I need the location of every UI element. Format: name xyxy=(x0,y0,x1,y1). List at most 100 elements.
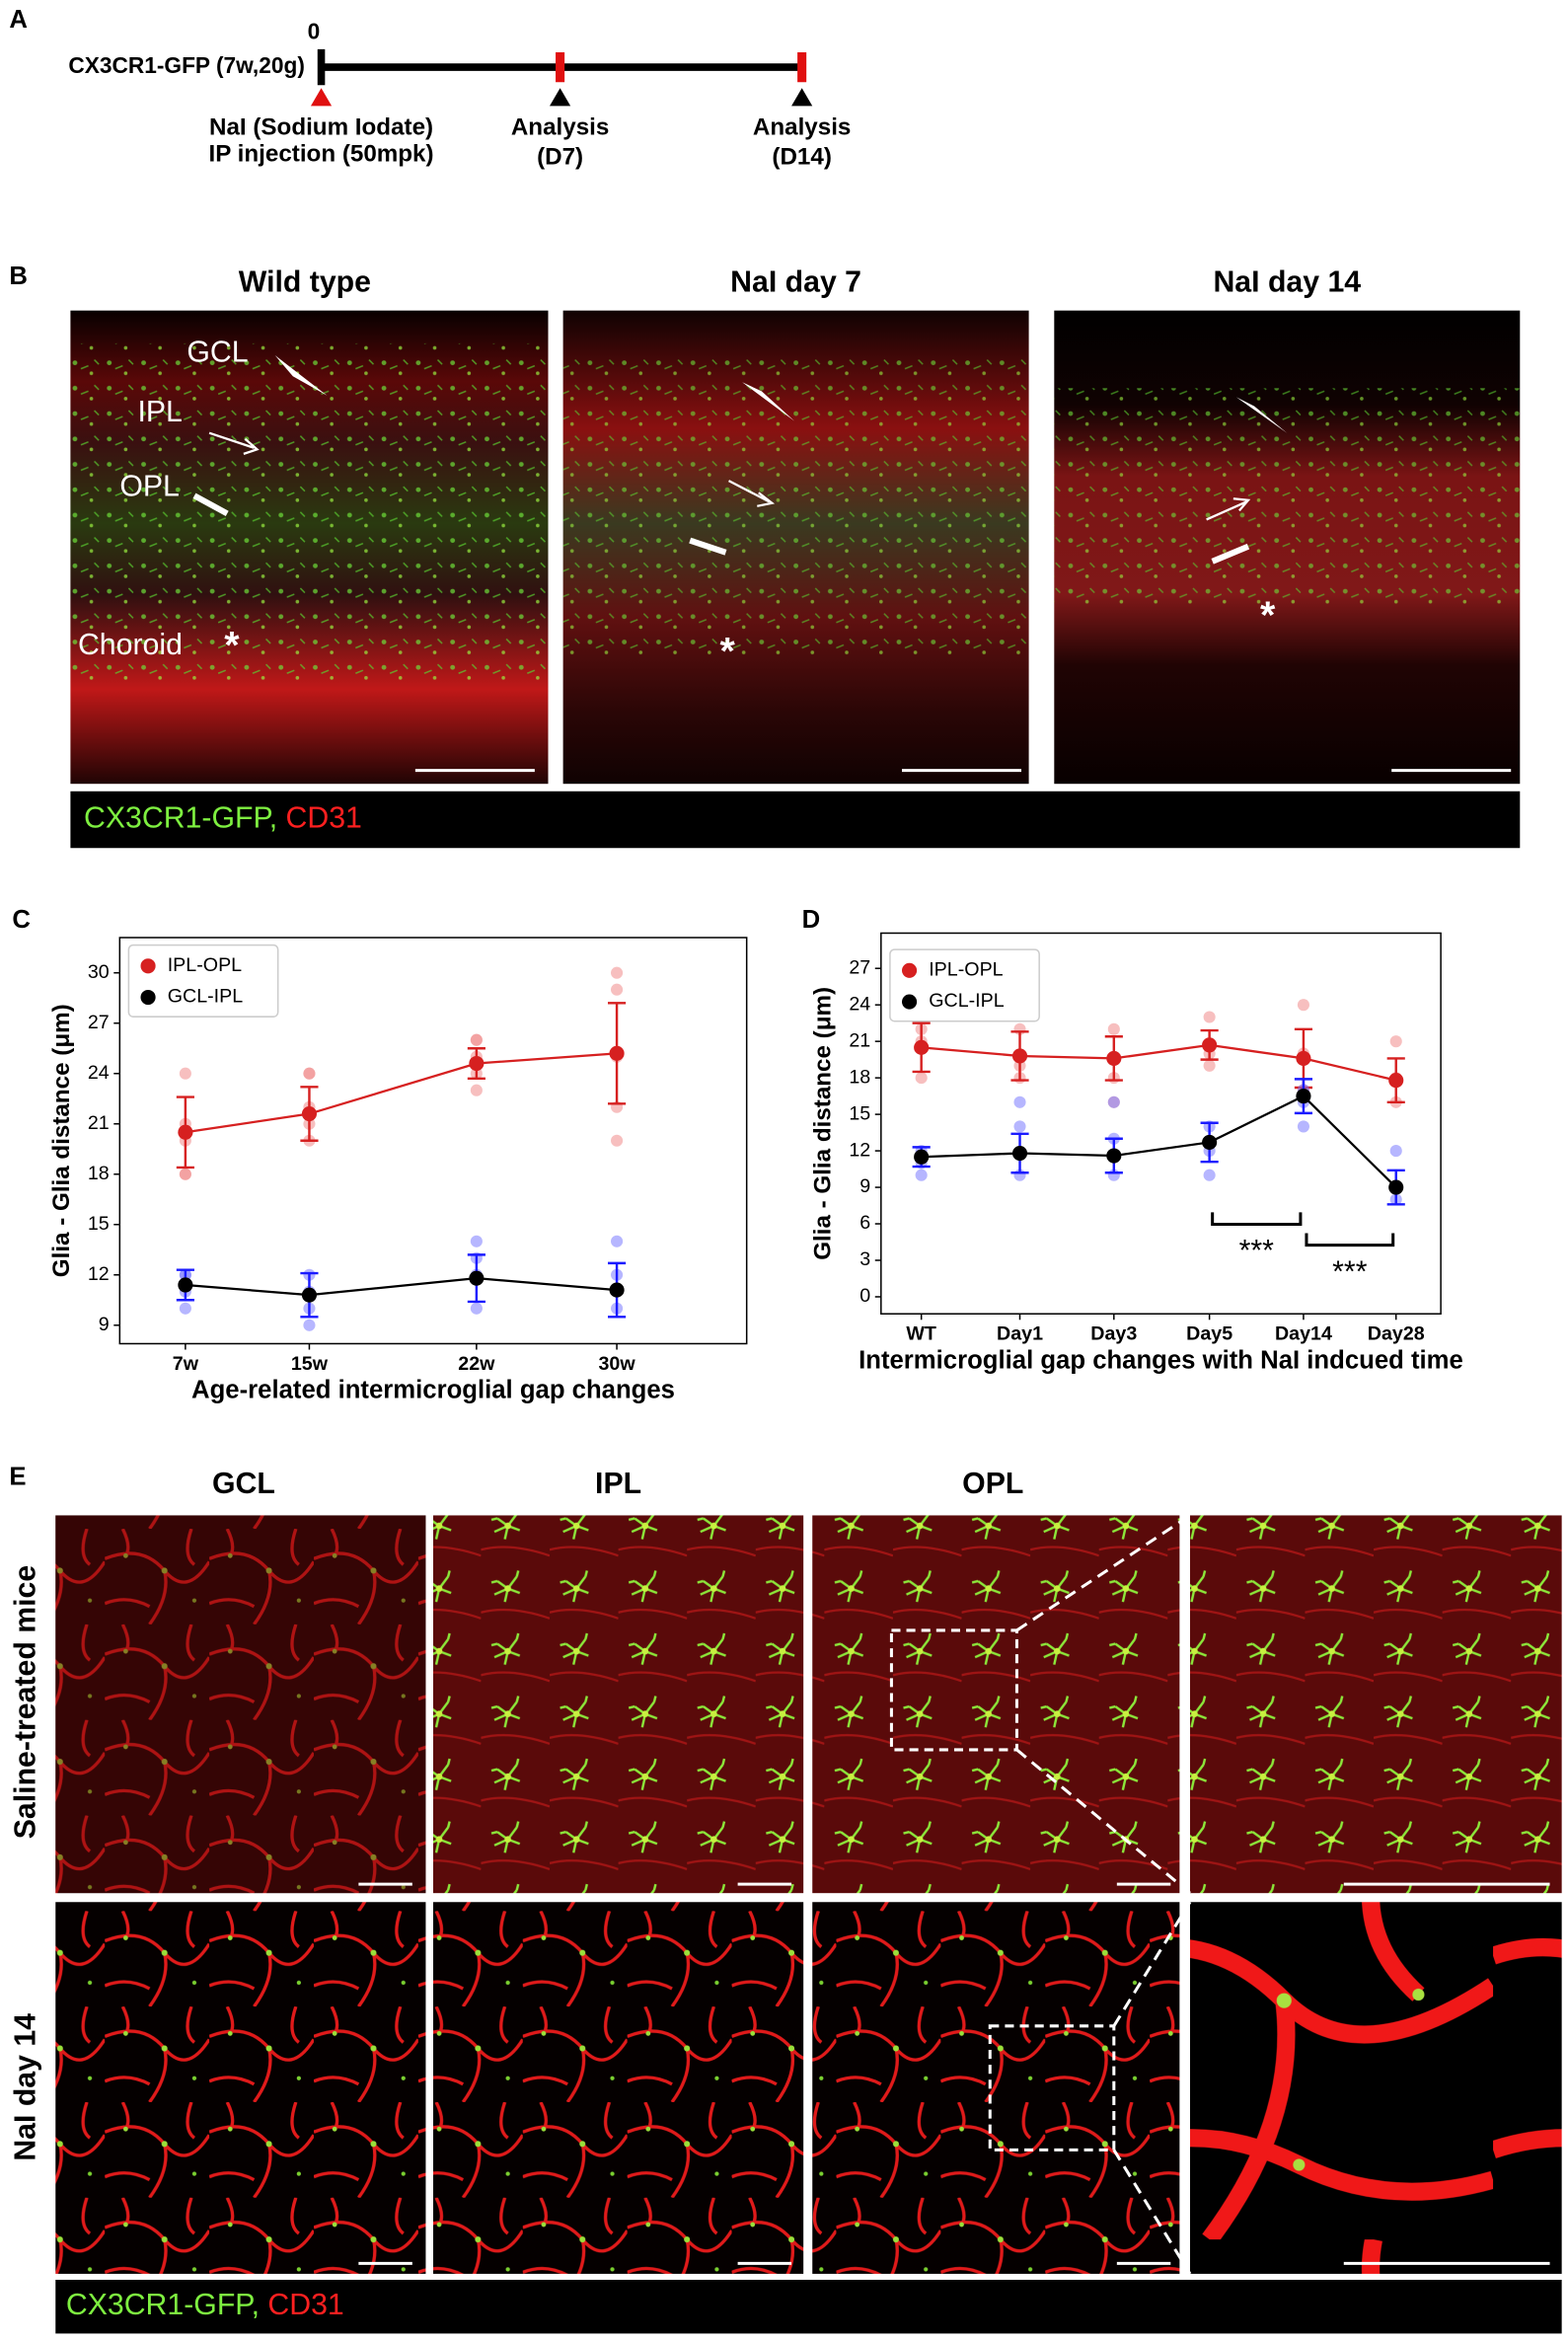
column-title: NaI day 14 xyxy=(1213,265,1361,298)
y-tick-label: 0 xyxy=(859,1285,870,1307)
analysis-marker xyxy=(791,88,813,107)
mean-marker xyxy=(1388,1073,1404,1089)
data-point xyxy=(611,1235,624,1247)
panel-a: A 0 CX3CR1-GFP (7w,20g) NaI (Sodium Ioda… xyxy=(9,6,851,171)
data-point xyxy=(470,1084,483,1096)
panel-label: E xyxy=(9,1463,26,1490)
column-title: OPL xyxy=(962,1468,1023,1500)
legend-marker xyxy=(140,958,156,974)
thick-arrow xyxy=(192,492,229,517)
mouse-label: CX3CR1-GFP (7w,20g) xyxy=(68,52,305,78)
panel-b: B Wild type NaI day 7 NaI day 14 GCL IPL… xyxy=(9,263,1521,849)
y-axis-label: Glia - Glia distance (μm) xyxy=(810,987,837,1260)
micrograph xyxy=(433,1515,804,1894)
thin-arrow xyxy=(1206,497,1251,521)
y-tick-label: 30 xyxy=(88,961,110,983)
panel-label: A xyxy=(9,6,28,34)
column-title: Wild type xyxy=(239,265,371,298)
legend-label: IPL-OPL xyxy=(168,954,242,976)
data-point xyxy=(1389,1035,1402,1048)
data-point xyxy=(1203,1169,1216,1181)
micrograph xyxy=(812,1515,1180,1894)
legend-cd31: CD31 xyxy=(267,2289,343,2321)
asterisk: * xyxy=(1260,594,1276,638)
data-point xyxy=(611,983,624,996)
event-label: Analysis xyxy=(511,113,610,140)
event-label: IP injection (50mpk) xyxy=(209,141,434,168)
mean-marker xyxy=(914,1149,930,1165)
data-point xyxy=(1203,1059,1216,1072)
x-tick-label: Day5 xyxy=(1186,1323,1232,1345)
y-tick-label: 24 xyxy=(849,993,870,1015)
chart: D 0 3 6 9 12 15 18 21 24 27 WT Day1 Day3 Day5 Day14 Day2… xyxy=(802,906,1463,1374)
data-point xyxy=(1297,999,1309,1012)
series-line xyxy=(921,1043,1396,1082)
significance-label: *** xyxy=(1239,1235,1275,1267)
panel-label: B xyxy=(9,263,28,290)
mean-marker xyxy=(1388,1179,1404,1195)
mean-marker xyxy=(1296,1050,1311,1066)
significance-label: *** xyxy=(1332,1255,1368,1288)
mean-marker xyxy=(178,1277,193,1293)
mean-marker xyxy=(609,1045,625,1061)
y-tick-label: 9 xyxy=(99,1314,110,1335)
x-tick-label: Day3 xyxy=(1090,1323,1137,1345)
legend-text: CX3CR1-GFP, CD31 xyxy=(66,2289,344,2321)
legend-cd31: CD31 xyxy=(286,801,362,834)
mean-marker xyxy=(1106,1050,1122,1066)
micrograph-overlay xyxy=(562,358,1029,657)
column-title: NaI day 7 xyxy=(730,265,861,298)
panel-e: E GCL IPL OPL Saline-treated mice NaI da… xyxy=(9,1463,1562,2334)
mean-marker xyxy=(178,1124,193,1140)
layer-label: GCL xyxy=(187,337,248,369)
data-point xyxy=(1297,1120,1309,1133)
y-tick-label: 24 xyxy=(88,1062,110,1084)
data-point xyxy=(470,1235,483,1247)
micrograph xyxy=(55,1902,426,2274)
y-tick-label: 12 xyxy=(88,1263,110,1285)
legend-bar xyxy=(70,791,1521,849)
data-point xyxy=(303,1319,316,1331)
series-line xyxy=(921,1095,1397,1188)
data-point xyxy=(179,1067,191,1080)
injection-marker xyxy=(310,88,333,107)
mean-marker xyxy=(469,1055,485,1072)
micrograph-zoom xyxy=(1189,1515,1562,1894)
x-tick-label: 15w xyxy=(291,1353,329,1375)
row-title: NaI day 14 xyxy=(10,2013,42,2161)
data-point xyxy=(1013,1095,1026,1108)
zoom-guide xyxy=(1015,1514,1191,1895)
x-tick-label: 7w xyxy=(173,1353,199,1375)
data-point xyxy=(1389,1145,1402,1158)
mean-marker xyxy=(1202,1037,1218,1053)
arrowhead xyxy=(742,382,795,421)
y-tick-label: 15 xyxy=(849,1102,870,1124)
y-tick-label: 9 xyxy=(859,1175,870,1197)
plot-frame xyxy=(118,937,748,1345)
zoom-box xyxy=(889,1628,1019,1752)
thin-arrow xyxy=(208,431,260,455)
legend-gfp: CX3CR1-GFP, xyxy=(84,801,277,834)
mean-marker xyxy=(609,1282,625,1298)
x-tick-label: 30w xyxy=(598,1353,635,1375)
micrograph-zoom xyxy=(1189,1902,1562,2274)
thick-arrow xyxy=(689,537,727,556)
significance-bracket xyxy=(1305,1233,1395,1247)
mean-marker xyxy=(301,1287,318,1303)
panel-label: D xyxy=(802,906,821,934)
y-tick-label: 12 xyxy=(849,1139,870,1161)
layer-label: OPL xyxy=(119,471,180,503)
data-point xyxy=(1203,1011,1216,1023)
legend-text: CX3CR1-GFP, CD31 xyxy=(84,801,362,834)
time-zero: 0 xyxy=(308,18,321,43)
y-tick-label: 6 xyxy=(859,1212,870,1234)
thick-arrow xyxy=(1211,543,1250,565)
data-point xyxy=(611,1134,624,1147)
legend-box xyxy=(889,948,1040,1022)
legend-gfp: CX3CR1-GFP, xyxy=(66,2289,260,2321)
column-title: GCL xyxy=(212,1468,275,1500)
series-line xyxy=(185,1277,618,1297)
event-label: NaI (Sodium Iodate) xyxy=(209,113,433,140)
x-tick-label: Day14 xyxy=(1275,1323,1332,1345)
